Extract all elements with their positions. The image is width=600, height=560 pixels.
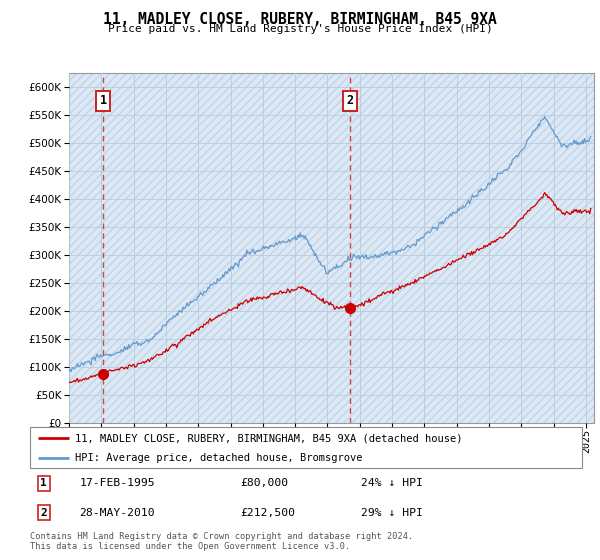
FancyBboxPatch shape [30,427,582,468]
Text: 2: 2 [346,94,353,108]
Text: 17-FEB-1995: 17-FEB-1995 [80,478,155,488]
Text: 24% ↓ HPI: 24% ↓ HPI [361,478,423,488]
Text: Contains HM Land Registry data © Crown copyright and database right 2024.
This d: Contains HM Land Registry data © Crown c… [30,532,413,552]
Text: HPI: Average price, detached house, Bromsgrove: HPI: Average price, detached house, Brom… [75,452,363,463]
Text: 29% ↓ HPI: 29% ↓ HPI [361,508,423,518]
Text: 2: 2 [40,508,47,518]
Text: 1: 1 [40,478,47,488]
Text: 28-MAY-2010: 28-MAY-2010 [80,508,155,518]
Text: Price paid vs. HM Land Registry's House Price Index (HPI): Price paid vs. HM Land Registry's House … [107,24,493,34]
Text: 11, MADLEY CLOSE, RUBERY, BIRMINGHAM, B45 9XA (detached house): 11, MADLEY CLOSE, RUBERY, BIRMINGHAM, B4… [75,433,463,443]
Text: £80,000: £80,000 [240,478,288,488]
Text: £212,500: £212,500 [240,508,295,518]
Text: 1: 1 [100,94,107,108]
Text: 11, MADLEY CLOSE, RUBERY, BIRMINGHAM, B45 9XA: 11, MADLEY CLOSE, RUBERY, BIRMINGHAM, B4… [103,12,497,27]
